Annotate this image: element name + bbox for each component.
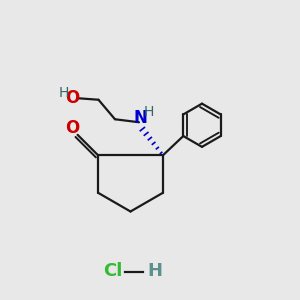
Text: H: H bbox=[58, 86, 69, 100]
Text: O: O bbox=[65, 119, 79, 137]
Text: N: N bbox=[134, 109, 147, 127]
Text: O: O bbox=[65, 89, 79, 107]
Text: H: H bbox=[147, 262, 162, 280]
Text: Cl: Cl bbox=[103, 262, 122, 280]
Text: H: H bbox=[144, 105, 154, 119]
